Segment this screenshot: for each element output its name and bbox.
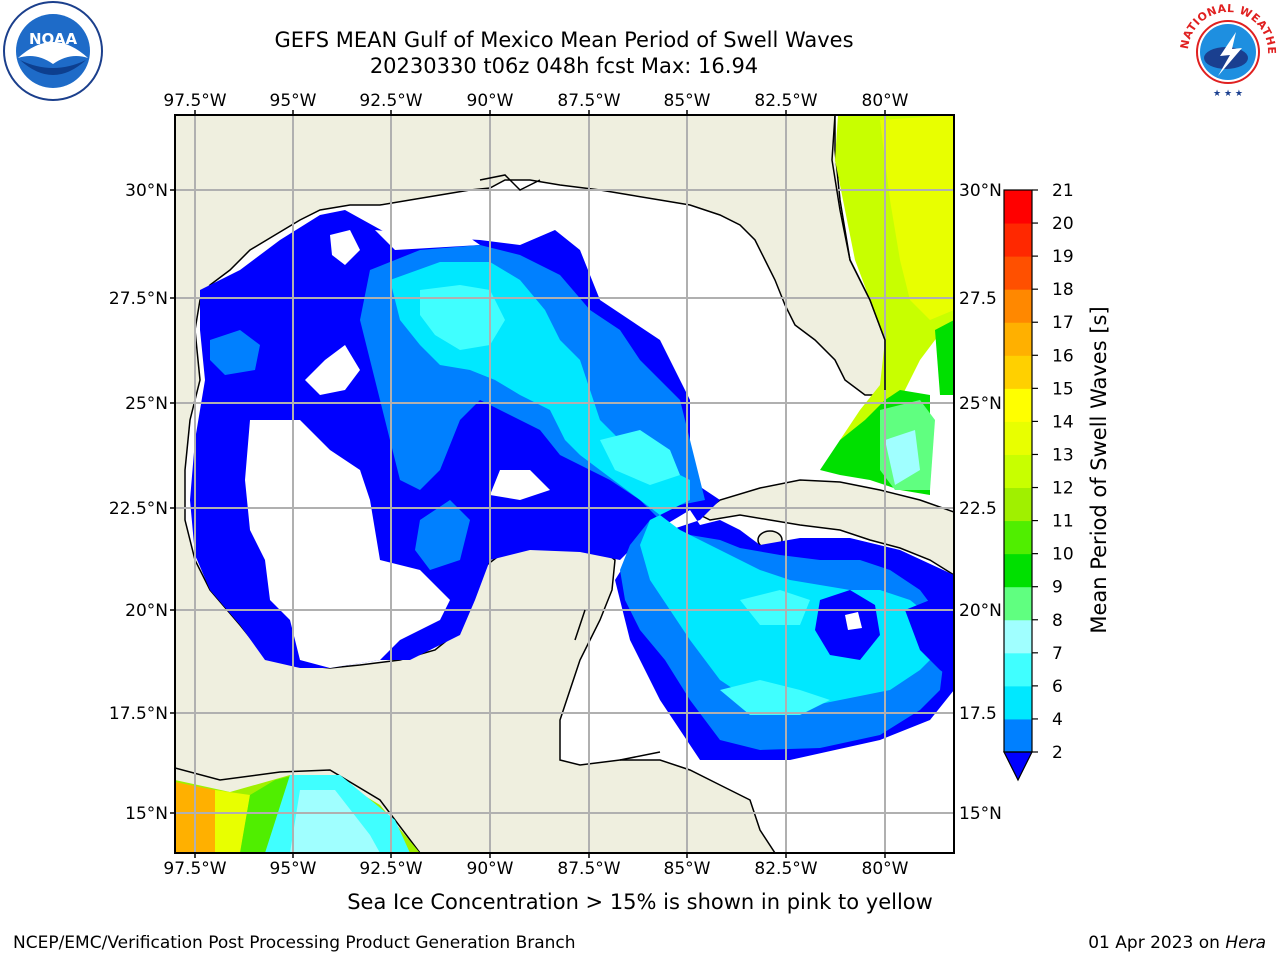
lon-label-bottom: 97.5°W xyxy=(163,859,226,879)
latitude-labels-left: 30°N 27.5°N 25°N 22.5°N 20°N 17.5°N 15°N xyxy=(109,181,175,824)
lon-label-bottom: 82.5°W xyxy=(754,859,817,879)
lon-label-bottom: 80°W xyxy=(862,859,909,879)
colorbar-tick-label: 18 xyxy=(1052,280,1074,300)
colorbar-extend-arrow xyxy=(1003,751,1033,782)
colorbar-tick-label: 16 xyxy=(1052,346,1074,366)
colorbar-segment xyxy=(1004,454,1032,489)
colorbar-segment xyxy=(1004,289,1032,323)
colorbar-segment xyxy=(1004,190,1032,224)
colorbar-tick-label: 15 xyxy=(1052,379,1074,399)
machine-name: Hera xyxy=(1225,933,1266,953)
colorbar-segment xyxy=(1004,388,1032,422)
atlantic-swell-field xyxy=(820,115,954,495)
lat-label-right: 20°N xyxy=(959,601,1002,621)
lat-label-right: 30°N xyxy=(959,181,1002,201)
colorbar-tick-label: 6 xyxy=(1052,677,1063,697)
colorbar-label: Mean Period of Swell Waves [s] xyxy=(1087,306,1111,633)
colorbar-tick-label: 9 xyxy=(1052,578,1063,598)
lat-label-right: 25°N xyxy=(959,394,1002,414)
colorbar-tick-label: 12 xyxy=(1052,479,1074,499)
colorbar-tick-label: 19 xyxy=(1052,247,1074,267)
colorbar-segment xyxy=(1004,487,1032,522)
nws-logo: NATIONAL WEATHER SERVICE ★ ★ ★ xyxy=(1176,0,1278,99)
colorbar-tick-label: 10 xyxy=(1052,545,1074,565)
lon-label-bottom: 92.5°W xyxy=(359,859,422,879)
colorbar-tick-label: 4 xyxy=(1052,710,1063,730)
lat-label-left: 30°N xyxy=(125,181,168,201)
colorbar: 2 4 6 7 8 9 10 11 12 13 14 15 16 17 18 19 20 21 xyxy=(1003,181,1074,782)
longitude-labels-bottom: 97.5°W 95°W 92.5°W 90°W 87.5°W 85°W 82.5°W 80°W xyxy=(163,853,909,879)
lat-label-left: 25°N xyxy=(125,394,168,414)
colorbar-segment xyxy=(1004,586,1032,621)
svg-text:★ ★ ★: ★ ★ ★ xyxy=(1213,89,1243,99)
credit-line: NCEP/EMC/Verification Post Processing Pr… xyxy=(13,933,576,953)
lon-label-bottom: 87.5°W xyxy=(557,859,620,879)
coastline xyxy=(479,115,886,761)
lon-label-top: 95°W xyxy=(270,91,317,111)
noaa-logo: NOAA xyxy=(3,1,103,101)
lat-label-left: 27.5°N xyxy=(109,289,168,309)
latitude-labels-right: 30°N 27.5 25°N 22.5 20°N 17.5 15°N xyxy=(959,181,1002,824)
colorbar-segment xyxy=(1004,520,1032,555)
chart-title: GEFS MEAN Gulf of Mexico Mean Period of … xyxy=(274,28,854,52)
colorbar-tick-label: 17 xyxy=(1052,313,1074,333)
date-text: 01 Apr 2023 on xyxy=(1088,933,1226,953)
svg-text:NOAA: NOAA xyxy=(29,30,78,48)
gulf-swell-field xyxy=(190,210,954,760)
colorbar-frame xyxy=(1003,189,1033,753)
map-frame xyxy=(174,114,955,854)
lat-label-left: 15°N xyxy=(125,804,168,824)
colorbar-segment xyxy=(1004,322,1032,356)
lon-label-top: 97.5°W xyxy=(163,91,226,111)
colorbar-tick-label: 20 xyxy=(1052,214,1074,234)
lon-label-top: 85°W xyxy=(664,91,711,111)
lon-label-top: 92.5°W xyxy=(359,91,422,111)
colorbar-segment xyxy=(1004,619,1032,654)
colorbar-tick-label: 7 xyxy=(1052,644,1063,664)
colorbar-segment xyxy=(1004,685,1032,720)
lon-label-top: 82.5°W xyxy=(754,91,817,111)
colorbar-segment xyxy=(1004,421,1032,455)
lat-label-right: 22.5 xyxy=(959,499,997,519)
lat-label-left: 17.5°N xyxy=(109,704,168,724)
colorbar-segment xyxy=(1004,355,1032,389)
lat-label-right: 17.5 xyxy=(959,704,997,724)
lon-label-top: 90°W xyxy=(467,91,514,111)
colorbar-segment xyxy=(1004,553,1032,588)
colorbar-segment xyxy=(1004,718,1032,753)
lat-label-left: 22.5°N xyxy=(109,499,168,519)
colorbar-tick-label: 8 xyxy=(1052,611,1063,631)
lon-label-bottom: 85°W xyxy=(664,859,711,879)
colorbar-segment xyxy=(1004,652,1032,687)
colorbar-tick-label: 13 xyxy=(1052,445,1074,465)
lon-label-bottom: 95°W xyxy=(270,859,317,879)
lat-label-right: 27.5 xyxy=(959,289,997,309)
lon-label-top: 80°W xyxy=(862,91,909,111)
lat-label-left: 20°N xyxy=(125,601,168,621)
longitude-labels-top: 97.5°W 95°W 92.5°W 90°W 87.5°W 85°W 82.5°W 80°W xyxy=(163,91,909,115)
graticule xyxy=(175,115,954,853)
generation-date: 01 Apr 2023 on Hera xyxy=(1088,933,1266,953)
colorbar-tick-label: 11 xyxy=(1052,512,1074,532)
chart-subtitle: 20230330 t06z 048h fcst Max: 16.94 xyxy=(369,54,759,78)
lat-label-right: 15°N xyxy=(959,804,1002,824)
lon-label-bottom: 90°W xyxy=(467,859,514,879)
colorbar-tick-label: 21 xyxy=(1052,181,1074,201)
colorbar-segment xyxy=(1004,256,1032,290)
colorbar-tick-label: 14 xyxy=(1052,412,1074,432)
colorbar-segment xyxy=(1004,223,1032,257)
lon-label-top: 87.5°W xyxy=(557,91,620,111)
colorbar-tick-label: 2 xyxy=(1052,743,1063,763)
sea-ice-note: Sea Ice Concentration > 15% is shown in … xyxy=(347,890,933,914)
